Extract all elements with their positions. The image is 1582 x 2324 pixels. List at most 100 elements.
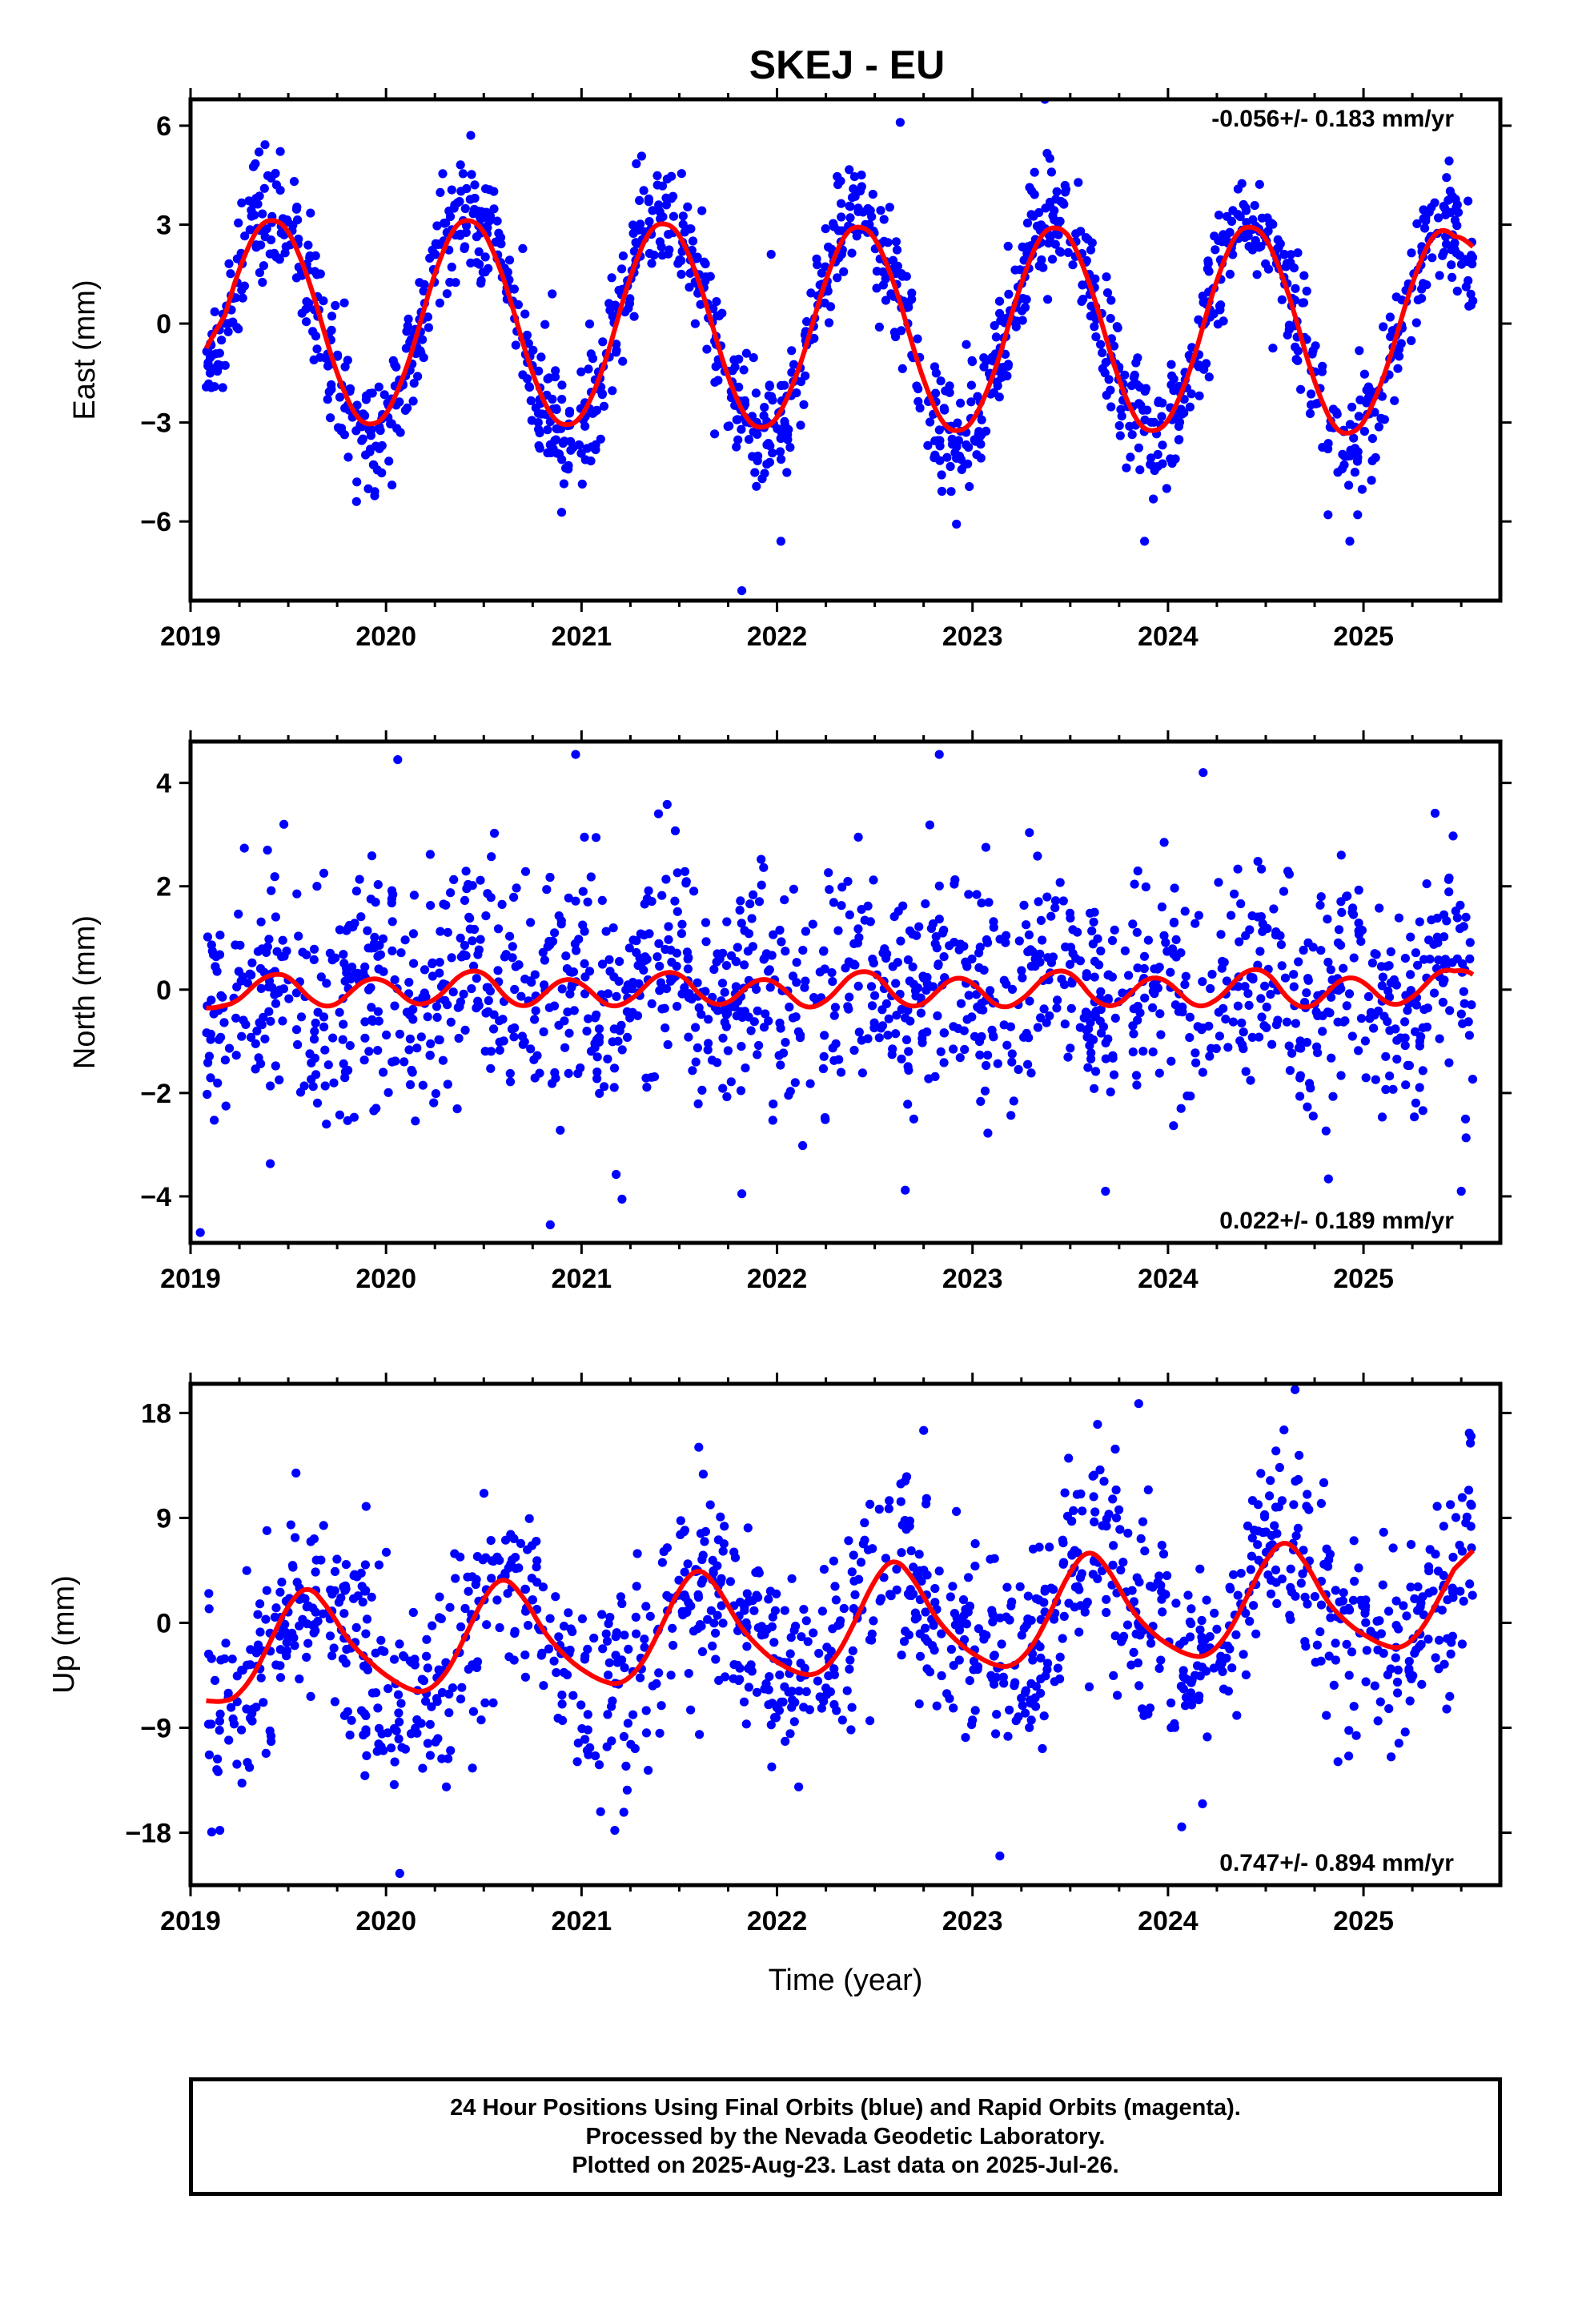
- x-tick-label: 2020: [355, 1906, 416, 1936]
- data-point: [1393, 364, 1403, 373]
- data-point: [925, 1667, 935, 1677]
- data-point: [806, 288, 816, 298]
- data-point: [241, 1019, 251, 1029]
- data-point: [1267, 219, 1276, 228]
- chart-title: SKEJ - EU: [749, 42, 946, 87]
- data-point: [1026, 210, 1036, 219]
- data-point: [528, 1595, 537, 1605]
- data-point: [224, 1043, 235, 1053]
- data-point: [1296, 384, 1306, 394]
- data-point: [505, 1077, 516, 1087]
- data-point: [1385, 312, 1395, 322]
- data-point: [831, 1595, 841, 1605]
- data-point: [906, 1590, 916, 1601]
- data-point: [1028, 947, 1038, 956]
- data-point: [1002, 1582, 1012, 1592]
- data-point: [1179, 1672, 1189, 1683]
- data-point: [251, 1039, 260, 1048]
- data-point: [300, 1594, 310, 1603]
- plot-frame: [188, 739, 1503, 1245]
- data-point: [1247, 245, 1258, 255]
- data-point: [509, 892, 519, 902]
- data-point: [445, 1602, 455, 1612]
- data-point: [1438, 251, 1447, 260]
- data-point: [1150, 964, 1159, 974]
- data-point: [456, 1695, 466, 1704]
- data-point: [488, 1698, 498, 1707]
- data-point: [663, 1039, 673, 1050]
- data-point: [732, 442, 741, 452]
- data-point: [845, 992, 854, 1002]
- data-point: [698, 1470, 709, 1479]
- data-point: [901, 1185, 910, 1195]
- data-point: [845, 1655, 855, 1665]
- data-point: [1465, 938, 1475, 947]
- data-point: [401, 344, 411, 353]
- data-point: [1294, 957, 1303, 967]
- data-point: [448, 1683, 458, 1693]
- data-point: [296, 1012, 307, 1022]
- data-point: [746, 1660, 756, 1670]
- data-point: [784, 424, 793, 435]
- data-point: [970, 1539, 980, 1549]
- data-point: [1166, 1056, 1176, 1066]
- data-point: [275, 147, 285, 156]
- data-point: [473, 950, 483, 959]
- data-point: [1088, 939, 1098, 949]
- data-point: [375, 425, 385, 436]
- data-point: [737, 919, 746, 928]
- data-point: [540, 320, 550, 329]
- data-point: [492, 1595, 502, 1605]
- data-point: [1170, 1000, 1180, 1010]
- data-point: [1360, 1036, 1370, 1046]
- x-tick-label: 2021: [552, 621, 612, 652]
- data-point: [1176, 1682, 1186, 1691]
- data-point: [1391, 1024, 1400, 1034]
- data-point: [640, 931, 649, 940]
- data-point: [680, 1567, 689, 1577]
- data-point: [1110, 1631, 1120, 1641]
- data-point: [340, 976, 350, 986]
- data-point: [783, 435, 793, 444]
- data-point: [809, 993, 819, 1003]
- data-point: [785, 1087, 795, 1096]
- data-point: [520, 309, 530, 319]
- data-point: [837, 199, 846, 208]
- data-point: [557, 380, 567, 390]
- data-point: [885, 203, 894, 212]
- data-point: [967, 1720, 977, 1730]
- data-point: [1101, 1054, 1110, 1063]
- data-point: [972, 990, 982, 999]
- data-point: [1233, 1590, 1243, 1600]
- data-point: [347, 963, 357, 972]
- data-point: [1082, 972, 1091, 982]
- data-point: [343, 452, 353, 462]
- data-point: [482, 983, 492, 992]
- data-point: [754, 897, 765, 907]
- data-point: [1430, 808, 1440, 818]
- data-point: [619, 1807, 628, 1817]
- data-point: [1185, 402, 1195, 412]
- data-point: [1418, 1066, 1427, 1076]
- data-point: [657, 181, 668, 191]
- data-point: [1406, 1540, 1416, 1550]
- data-point: [580, 1651, 590, 1661]
- data-point: [1370, 1681, 1379, 1691]
- data-point: [698, 1550, 708, 1560]
- data-point: [661, 944, 670, 955]
- data-point: [1324, 1651, 1334, 1661]
- data-point: [1451, 1513, 1461, 1522]
- data-point: [825, 885, 834, 895]
- data-point-outlier: [571, 750, 580, 759]
- data-point: [1351, 1731, 1361, 1740]
- data-point: [753, 1006, 762, 1015]
- data-point: [224, 259, 234, 268]
- data-point: [833, 926, 843, 935]
- data-point: [505, 931, 515, 941]
- data-point: [615, 957, 624, 967]
- data-point: [476, 1715, 486, 1725]
- data-point: [1328, 1092, 1338, 1101]
- data-point: [1102, 390, 1111, 400]
- data-point: [607, 273, 616, 283]
